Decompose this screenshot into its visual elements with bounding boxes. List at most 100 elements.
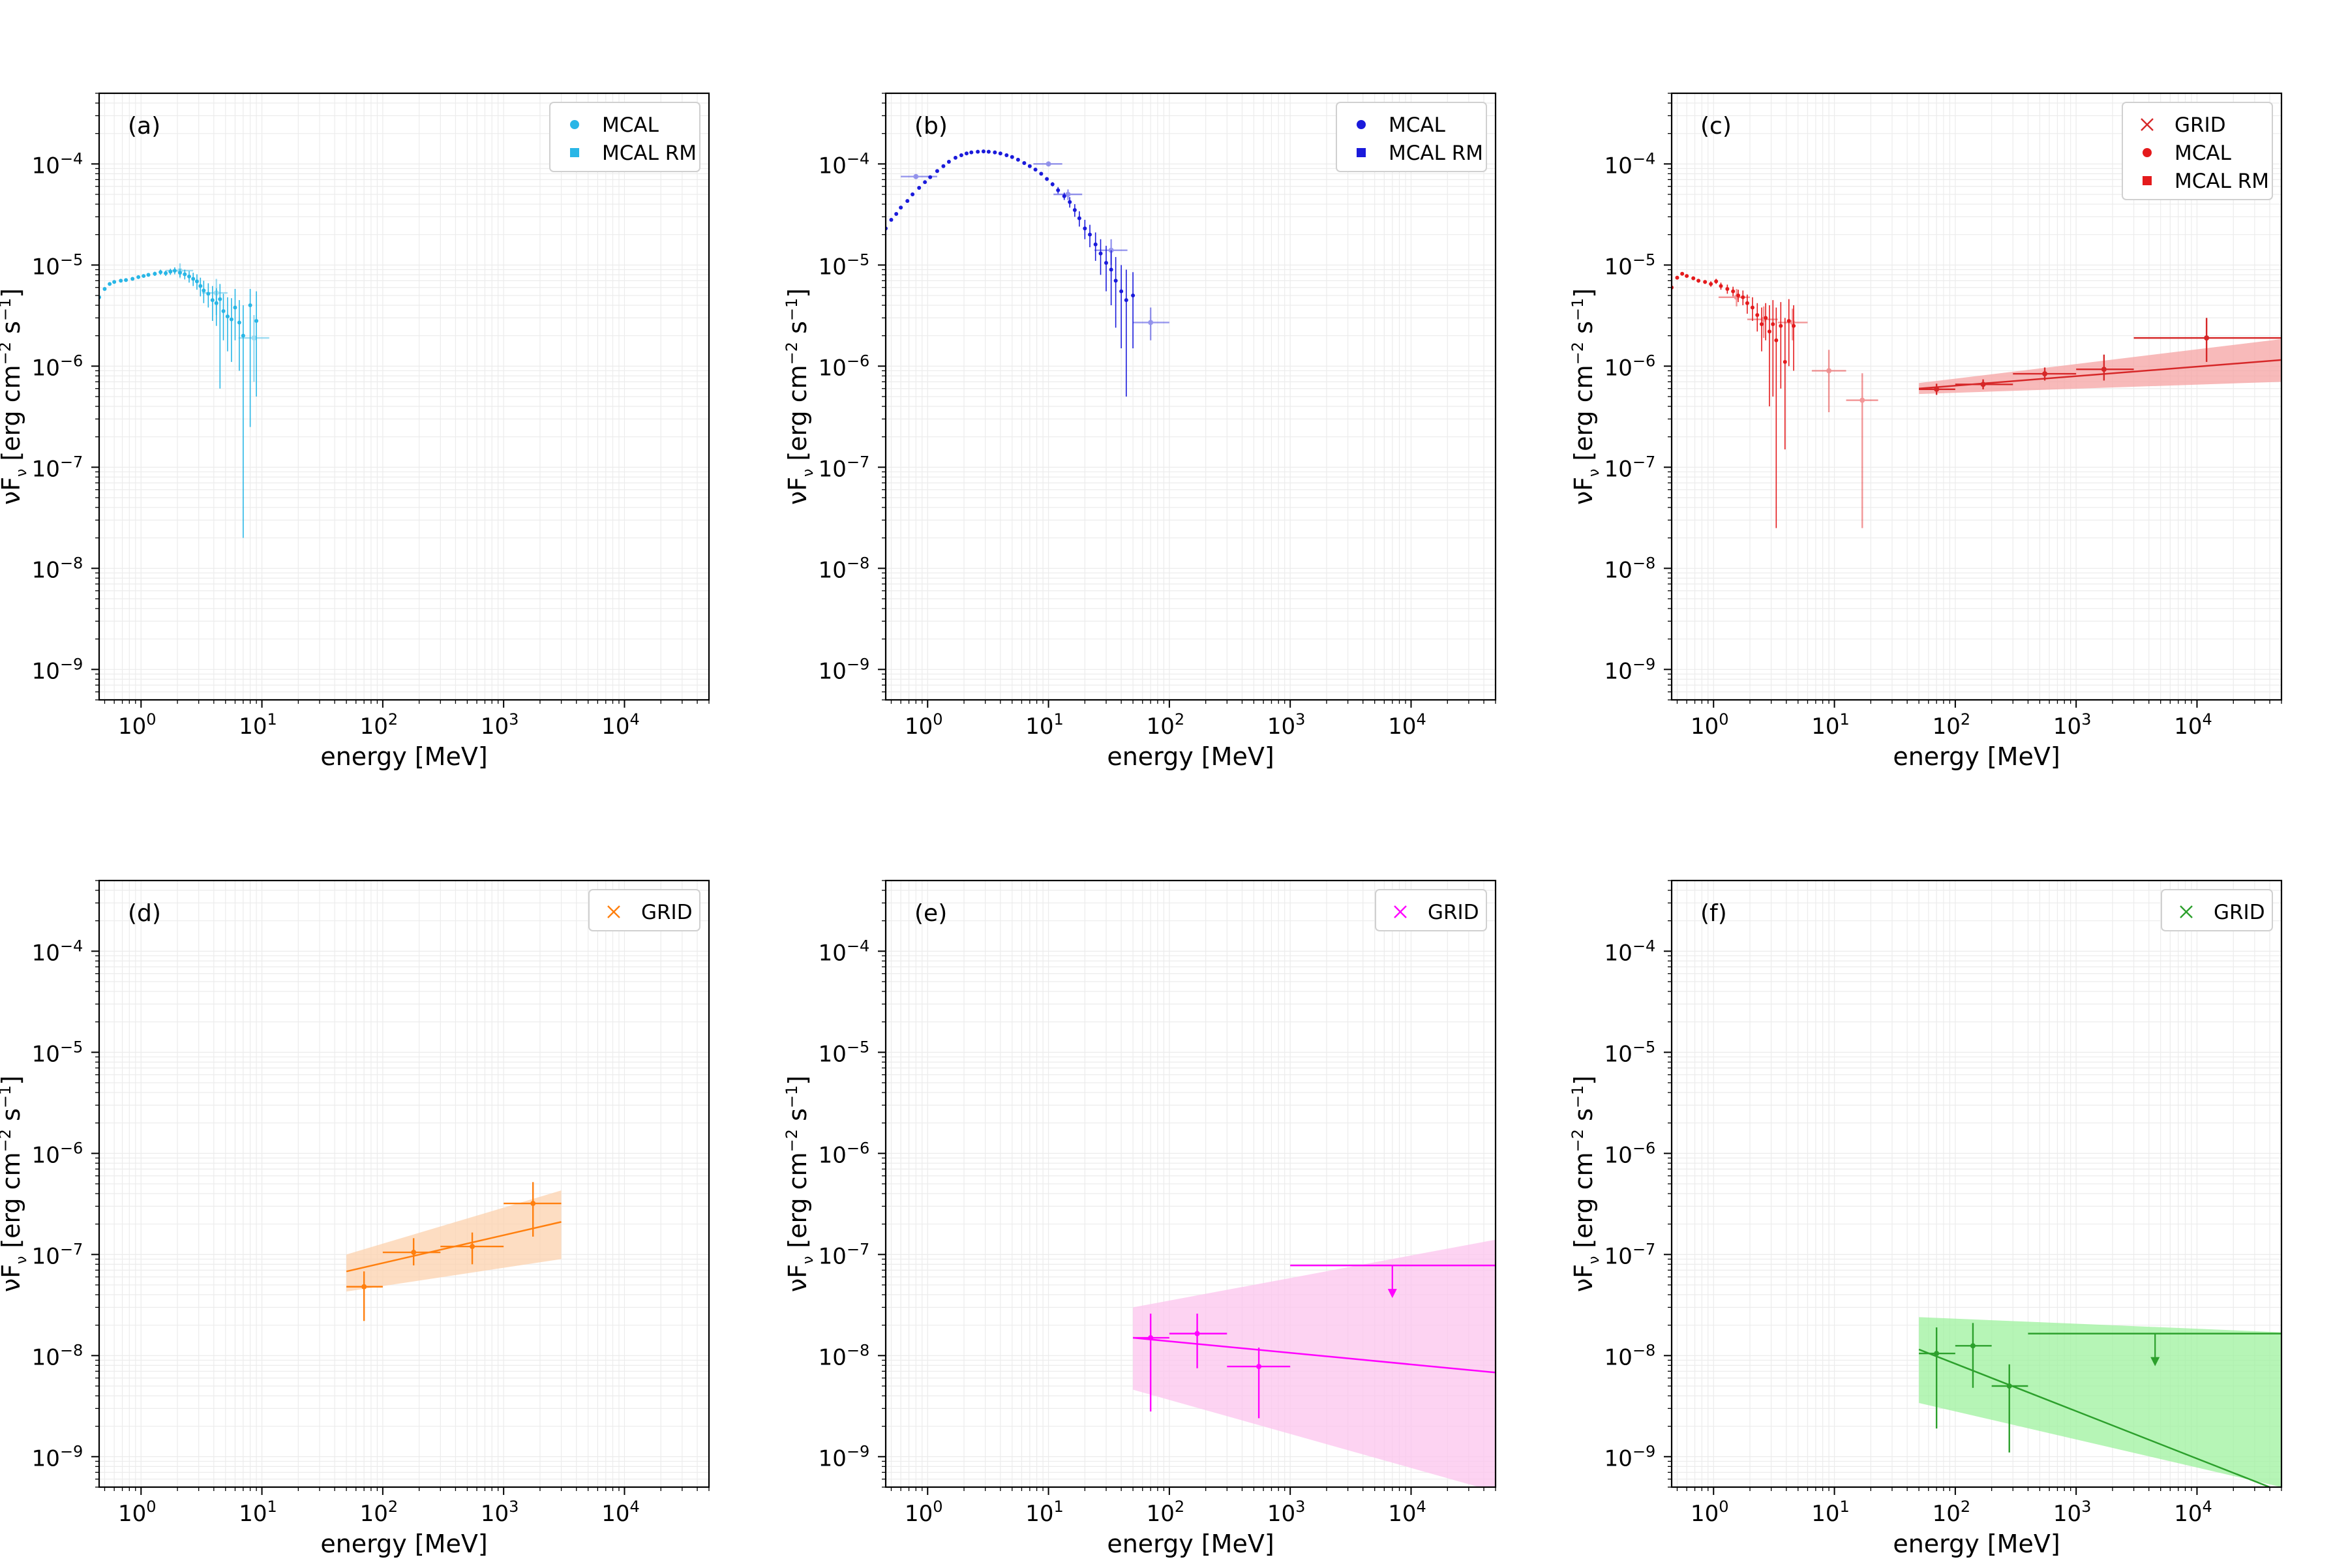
y-axis-label: νFν [erg cm−2 s−1] bbox=[783, 1076, 817, 1292]
fit-line bbox=[1132, 1336, 1496, 1374]
y-tick-label: 10−8 bbox=[1604, 554, 1656, 583]
data-point bbox=[1767, 329, 1771, 334]
legend-entry: GRID bbox=[2141, 113, 2226, 137]
axes-frame bbox=[1670, 879, 2283, 1488]
legend: GRID bbox=[2161, 889, 2273, 931]
series-grid bbox=[1133, 1314, 1291, 1419]
data-point bbox=[1934, 386, 1940, 392]
data-point bbox=[1098, 251, 1103, 256]
data-point bbox=[1934, 1351, 1940, 1357]
legend-entry: MCAL bbox=[1357, 113, 1446, 137]
data-point bbox=[1148, 1335, 1154, 1341]
axes-frame bbox=[1670, 92, 2283, 701]
data-point bbox=[1010, 155, 1014, 159]
data-point bbox=[1685, 274, 1689, 279]
data-point bbox=[225, 314, 230, 319]
data-point bbox=[889, 218, 894, 222]
chart-panel-a: 100 101 102 103 104 10−9 10−8 10−7 10−6 10−5 10−4 e… bbox=[0, 92, 710, 771]
series-mcal-rm bbox=[901, 161, 1169, 340]
data-point bbox=[119, 279, 123, 283]
x-tick-label: 100 bbox=[905, 710, 943, 740]
data-point bbox=[1039, 172, 1044, 176]
y-axis-label: νFν [erg cm−2 s−1] bbox=[0, 288, 30, 505]
data-point bbox=[1736, 294, 1741, 297]
upper-limit bbox=[1290, 1264, 1496, 1299]
x-axis-label: energy [MeV] bbox=[320, 742, 487, 771]
data-point bbox=[213, 290, 219, 296]
panel-label: (e) bbox=[914, 900, 947, 927]
data-point bbox=[1119, 289, 1124, 294]
x-tick-label: 102 bbox=[360, 1498, 399, 1527]
y-tick-label: 10−9 bbox=[32, 1442, 83, 1471]
data-point bbox=[894, 212, 899, 217]
y-axis-label: νFν [erg cm−2 s−1] bbox=[783, 288, 817, 505]
legend: MCAL MCAL RM bbox=[1336, 102, 1487, 172]
data-point bbox=[1104, 261, 1108, 265]
legend-entry: MCAL RM bbox=[1357, 142, 1483, 165]
data-point bbox=[911, 192, 915, 196]
legend-marker-circle bbox=[2143, 148, 2152, 157]
data-point bbox=[1826, 368, 1832, 374]
data-point bbox=[124, 278, 128, 282]
y-tick-label: 10−4 bbox=[819, 149, 870, 179]
data-point bbox=[2006, 1383, 2012, 1389]
y-tick-label: 10−8 bbox=[819, 1341, 870, 1370]
data-point bbox=[361, 1284, 367, 1289]
y-tick-label: 10−5 bbox=[819, 250, 870, 280]
fit-uncertainty-band bbox=[1133, 1239, 1496, 1487]
data-point bbox=[102, 287, 107, 292]
legend-frame bbox=[2161, 889, 2273, 931]
upper-limit bbox=[2028, 1333, 2281, 1366]
fit-uncertainty-band bbox=[1919, 339, 2281, 395]
data-point bbox=[917, 186, 922, 190]
panel-label: (f) bbox=[1700, 900, 1727, 927]
y-tick-label: 10−5 bbox=[1604, 1038, 1656, 1067]
x-tick-label: 103 bbox=[1267, 710, 1306, 740]
x-tick-label: 102 bbox=[1147, 710, 1185, 740]
data-point bbox=[164, 271, 168, 275]
data-point bbox=[1109, 267, 1113, 272]
data-point bbox=[1072, 208, 1077, 213]
y-tick-label: 10−9 bbox=[819, 655, 870, 684]
axes-frame bbox=[884, 92, 1497, 701]
data-point bbox=[1046, 161, 1051, 167]
data-point bbox=[1786, 319, 1791, 324]
y-tick-label: 10−6 bbox=[819, 352, 870, 381]
data-point bbox=[2101, 367, 2107, 372]
data-point bbox=[191, 277, 196, 281]
plot-area bbox=[1132, 1239, 1496, 1487]
chart-panel-e: 100 101 102 103 104 10−9 10−8 10−7 10−6 10−5 10−4 e… bbox=[783, 879, 1497, 1558]
data-point bbox=[1750, 305, 1754, 310]
data-point bbox=[172, 268, 177, 273]
x-tick-label: 102 bbox=[1147, 1498, 1185, 1527]
legend-label: MCAL RM bbox=[1389, 142, 1483, 165]
plot-area bbox=[1672, 271, 2281, 528]
plot-area bbox=[99, 263, 269, 538]
y-tick-label: 10−6 bbox=[819, 1139, 870, 1168]
data-point bbox=[1764, 316, 1768, 320]
data-point bbox=[158, 270, 163, 275]
y-tick-label: 10−7 bbox=[1604, 453, 1656, 482]
y-tick-label: 10−7 bbox=[819, 453, 870, 482]
data-point bbox=[1194, 1331, 1200, 1336]
data-point bbox=[1714, 279, 1719, 284]
y-axis-label: νFν [erg cm−2 s−1] bbox=[1569, 288, 1603, 505]
data-point bbox=[976, 149, 980, 154]
series-mcal-rm bbox=[166, 263, 269, 382]
data-point bbox=[254, 319, 259, 324]
x-tick-label: 104 bbox=[1388, 1498, 1426, 1527]
data-point bbox=[923, 180, 927, 185]
data-point bbox=[1719, 284, 1723, 288]
data-point bbox=[946, 160, 951, 164]
data-point bbox=[1696, 279, 1701, 283]
data-point bbox=[142, 274, 146, 279]
y-tick-label: 10−4 bbox=[32, 937, 83, 966]
legend: GRID bbox=[1375, 889, 1487, 931]
data-point bbox=[1970, 1343, 1976, 1349]
legend-marker-x bbox=[1394, 905, 1407, 918]
gridlines bbox=[91, 880, 710, 1495]
data-point bbox=[183, 272, 187, 277]
series-mcal bbox=[99, 267, 259, 538]
x-tick-label: 101 bbox=[1811, 710, 1850, 740]
data-point bbox=[2042, 371, 2048, 377]
